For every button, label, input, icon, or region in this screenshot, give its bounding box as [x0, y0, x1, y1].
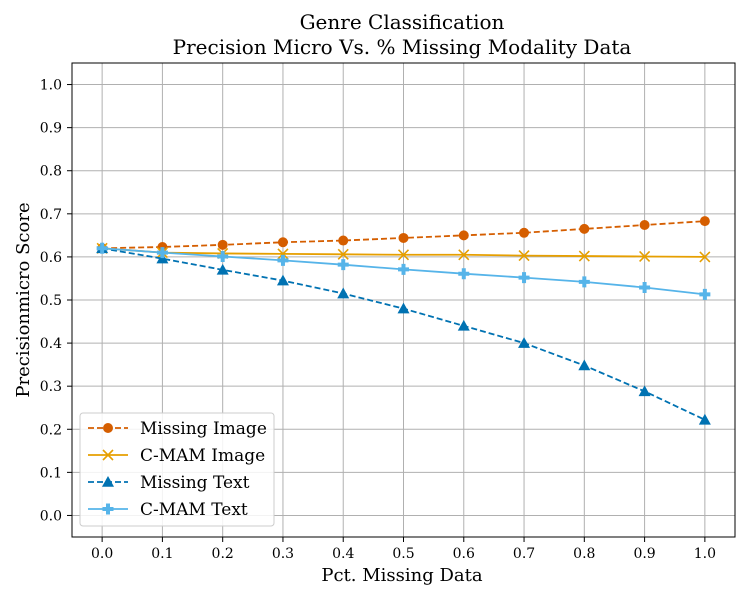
y-axis-label: Precisionmicro Score [13, 202, 34, 397]
data-point [518, 337, 531, 348]
data-point [578, 250, 590, 262]
y-tick-label: 1.0 [40, 78, 62, 94]
data-point [397, 249, 410, 261]
y-tick-label: 0.0 [40, 508, 62, 524]
data-point [699, 251, 711, 263]
x-tick-label: 0.4 [332, 546, 354, 562]
y-tick-label: 0.5 [40, 293, 62, 309]
y-tick-label: 0.3 [40, 379, 62, 395]
legend-marker [102, 476, 114, 487]
data-point [579, 223, 590, 234]
data-point [698, 413, 711, 425]
data-point [397, 302, 410, 314]
data-point [217, 250, 229, 262]
data-point [276, 274, 289, 286]
y-tick-label: 0.7 [40, 207, 62, 223]
data-point [338, 235, 349, 246]
x-axis-ticks: 0.0 0.1 0.2 0.3 0.4 0.5 0.6 0.7 0.8 0.9 1.0 [91, 537, 716, 562]
legend-marker [102, 503, 114, 515]
data-point [699, 216, 710, 227]
legend-item: Missing Image [88, 419, 267, 439]
legend-label: C-MAM Text [140, 500, 248, 520]
data-point [638, 385, 651, 397]
data-point [458, 230, 469, 241]
legend-item: Missing Text [88, 473, 250, 493]
x-axis-label: Pct. Missing Data [321, 565, 483, 586]
data-point [337, 248, 349, 260]
x-tick-label: 0.0 [91, 546, 113, 562]
data-point [96, 242, 108, 254]
data-point [156, 247, 168, 259]
data-point [639, 282, 651, 294]
legend-box [79, 412, 275, 527]
legend-label: C-MAM Image [140, 446, 265, 466]
y-tick-label: 0.4 [40, 336, 62, 352]
y-tick-label: 0.2 [40, 422, 62, 438]
legend-marker [103, 423, 113, 433]
y-tick-label: 0.9 [40, 121, 62, 137]
data-point [458, 249, 470, 261]
legend-item: C-MAM Image [88, 446, 265, 466]
legend-marker [102, 449, 114, 461]
data-point [699, 288, 711, 300]
chart-subtitle: Precision Micro Vs. % Missing Modality D… [173, 35, 632, 59]
data-point [337, 287, 350, 299]
data-point [578, 359, 591, 371]
data-point [518, 250, 530, 262]
x-tick-label: 0.3 [272, 546, 294, 562]
x-tick-label: 0.5 [392, 546, 414, 562]
data-point [518, 272, 530, 284]
legend: Missing Image C-MAM Image Missing Text C-MA… [79, 412, 275, 527]
y-tick-label: 0.8 [40, 164, 62, 180]
x-tick-label: 0.7 [513, 546, 535, 562]
data-point [457, 319, 470, 331]
data-point [639, 250, 651, 263]
data-point [578, 276, 590, 288]
legend-label: Missing Text [140, 473, 250, 493]
x-tick-label: 0.8 [573, 546, 595, 562]
x-tick-label: 0.9 [633, 546, 655, 562]
data-point [337, 259, 349, 271]
data-point [639, 220, 650, 231]
chart-title: Genre Classification [300, 10, 505, 34]
data-point [398, 232, 409, 243]
series-layer [96, 216, 711, 425]
y-axis-ticks: 0.0 0.1 0.2 0.3 0.4 0.5 0.6 0.7 0.8 0.9 1.0 [40, 78, 72, 524]
x-tick-label: 0.1 [151, 546, 173, 562]
x-tick-label: 1.0 [694, 546, 716, 562]
data-point [216, 263, 229, 275]
data-point [277, 237, 288, 248]
x-tick-label: 0.6 [453, 546, 475, 562]
y-tick-label: 0.6 [40, 250, 62, 266]
data-point [458, 268, 470, 280]
x-tick-label: 0.2 [212, 546, 234, 562]
series-c-mam-text [96, 242, 711, 300]
data-point [398, 263, 409, 275]
data-point [277, 248, 289, 260]
data-point [217, 239, 228, 250]
legend-label: Missing Image [140, 419, 267, 439]
legend-item: C-MAM Text [88, 500, 248, 520]
data-point [277, 254, 289, 266]
data-point [519, 227, 530, 238]
y-tick-label: 0.1 [40, 465, 62, 481]
